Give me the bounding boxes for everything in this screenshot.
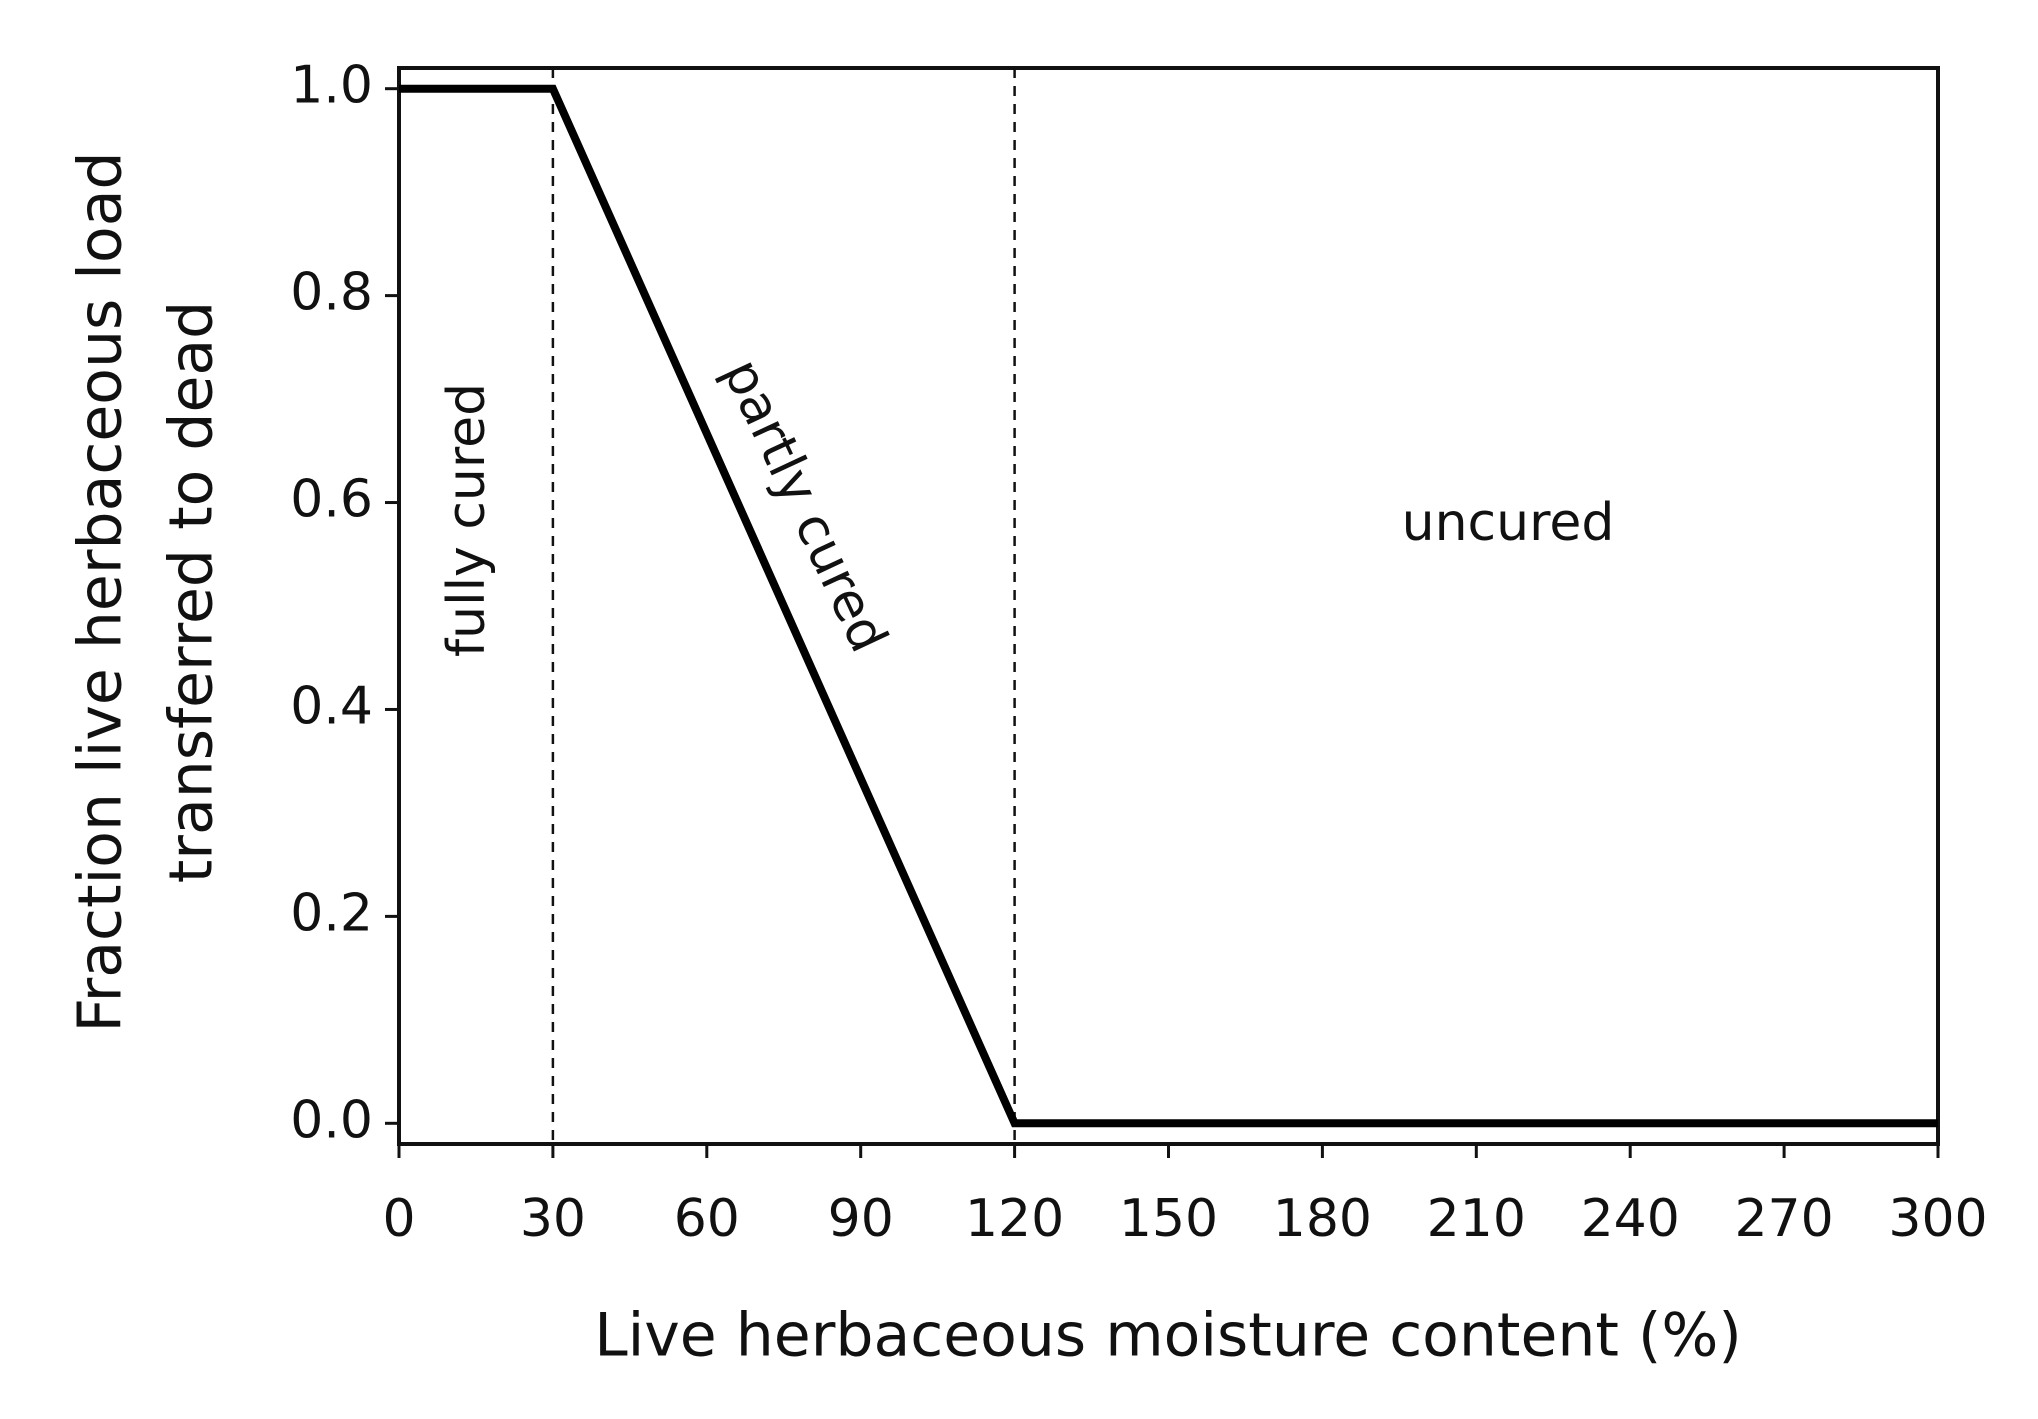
x-tick-label: 0 — [382, 1189, 415, 1249]
x-tick-label: 90 — [828, 1189, 894, 1249]
x-tick-label: 270 — [1734, 1189, 1833, 1249]
x-tick-label: 30 — [520, 1189, 586, 1249]
x-tick-label: 150 — [1119, 1189, 1218, 1249]
plot-frame — [397, 66, 1940, 1146]
y-tick-label: 0.4 — [290, 676, 373, 736]
annotation: uncured — [1402, 493, 1615, 553]
x-tick-label: 180 — [1273, 1189, 1372, 1249]
x-tick-label: 120 — [965, 1189, 1064, 1249]
y-tick-label: 0.2 — [290, 883, 373, 943]
y-tick-label: 0.6 — [290, 470, 373, 530]
y-axis-title: Fraction live herbaceous load — [66, 151, 136, 1032]
y-tick-label: 0.0 — [290, 1090, 373, 1150]
x-tick-label: 60 — [674, 1189, 740, 1249]
line — [399, 84, 1938, 1128]
y-axis-title: transferred to dead — [157, 301, 227, 883]
x-axis-title: Live herbaceous moisture content (%) — [594, 1301, 1742, 1371]
y-tick-label: 1.0 — [290, 56, 373, 116]
annotation: fully cured — [437, 383, 497, 657]
x-tick-label: 240 — [1581, 1189, 1680, 1249]
x-tick-label: 300 — [1888, 1189, 1987, 1249]
x-tick-label: 210 — [1427, 1189, 1526, 1249]
y-tick-label: 0.8 — [290, 263, 373, 323]
